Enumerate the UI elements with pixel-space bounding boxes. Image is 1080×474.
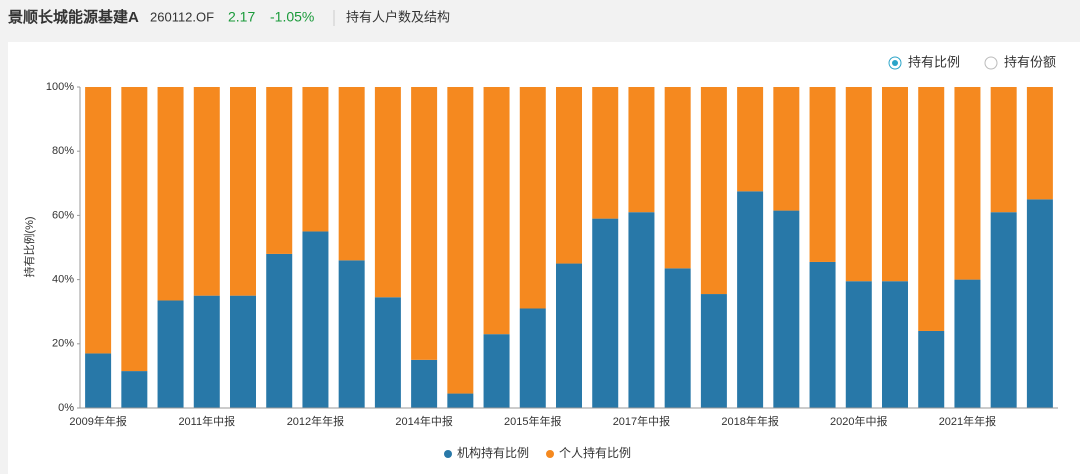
legend-label: 机构持有比例 xyxy=(457,445,529,460)
bar-segment xyxy=(266,87,293,254)
bar-segment xyxy=(302,231,329,408)
bar-segment xyxy=(121,371,148,408)
bar-segment xyxy=(773,87,800,211)
bar-segment xyxy=(700,87,727,295)
section-title: 持有人户数及结构 xyxy=(346,9,450,24)
bar-segment xyxy=(85,353,112,408)
y-tick-label: 100% xyxy=(46,81,74,93)
price: 2.17 xyxy=(228,9,255,25)
x-tick-label: 2015年年报 xyxy=(504,414,561,428)
fund-code: 260112.OF xyxy=(150,9,214,24)
bar-segment xyxy=(157,300,184,408)
bar-segment xyxy=(737,191,764,408)
y-tick-label: 20% xyxy=(52,338,74,350)
bar-segment xyxy=(483,87,510,335)
bar-segment xyxy=(483,334,510,408)
bar-segment xyxy=(882,87,908,282)
bar-segment xyxy=(121,87,148,372)
bar-segment xyxy=(700,294,727,408)
bar-segment xyxy=(918,330,945,408)
x-tick-label: 2011年中报 xyxy=(178,414,235,428)
bar-segment xyxy=(592,87,619,219)
bar-segment xyxy=(628,87,655,213)
x-tick-label: 2021年年报 xyxy=(939,414,996,428)
x-tick-label: 2017年中报 xyxy=(613,414,670,428)
bar-segment xyxy=(447,87,474,394)
bar-segment xyxy=(519,87,546,309)
bar-segment xyxy=(85,87,112,354)
legend-marker xyxy=(444,450,452,458)
bar-segment xyxy=(338,260,365,408)
bar-segment xyxy=(411,359,438,408)
bar-segment xyxy=(1026,87,1053,200)
bar-segment xyxy=(954,87,981,280)
bar-segment xyxy=(338,87,365,261)
bar-segment xyxy=(664,268,691,408)
bar-segment xyxy=(302,87,329,232)
y-tick-label: 40% xyxy=(52,274,74,286)
bar-segment xyxy=(845,87,872,282)
x-tick-label: 2012年年报 xyxy=(287,414,344,428)
y-tick-label: 0% xyxy=(58,402,74,414)
bar-segment xyxy=(882,281,908,408)
legend-marker xyxy=(546,450,555,458)
x-tick-label: 2009年年报 xyxy=(69,414,126,428)
radio-dot xyxy=(892,60,898,66)
change: -1.05% xyxy=(270,9,314,25)
bar-segment xyxy=(664,87,691,269)
x-tick-label: 2018年年报 xyxy=(721,414,778,428)
fund-name: 景顺长城能源基建A xyxy=(8,8,139,26)
bar-segment xyxy=(193,295,220,408)
radio-selected[interactable] xyxy=(888,56,902,70)
y-axis-title: 持有比例(%) xyxy=(22,216,36,277)
x-tick-label: 2014年中报 xyxy=(395,414,452,428)
bar-segment xyxy=(628,212,655,408)
bar-segment xyxy=(990,212,1017,408)
radio[interactable] xyxy=(984,56,998,70)
bar-segment xyxy=(193,87,220,296)
bar-segment xyxy=(737,87,764,192)
bar-segment xyxy=(230,87,256,296)
bar-segment xyxy=(990,87,1017,213)
bar-segment xyxy=(556,87,582,264)
toggle-option[interactable]: 持有份额 xyxy=(1004,54,1056,69)
bar-segment xyxy=(918,87,945,331)
y-tick-label: 60% xyxy=(52,209,74,221)
bar-segment xyxy=(266,253,293,408)
bar-segment xyxy=(954,279,981,408)
legend-label: 个人持有比例 xyxy=(559,445,631,460)
bar-segment xyxy=(592,218,619,408)
y-tick-label: 80% xyxy=(52,145,74,157)
bar-segment xyxy=(845,281,872,408)
toggle-option[interactable]: 持有比例 xyxy=(908,54,960,69)
x-tick-label: 2020年中报 xyxy=(830,414,887,428)
bar-segment xyxy=(773,210,800,408)
bar-segment xyxy=(809,261,836,408)
bar-segment xyxy=(519,308,546,408)
bar-segment xyxy=(374,297,401,408)
bar-segment xyxy=(1026,199,1053,408)
header-bar xyxy=(0,0,1080,36)
bar-segment xyxy=(411,87,438,360)
bar-segment xyxy=(809,87,836,262)
bar-segment xyxy=(157,87,184,301)
bar-segment xyxy=(230,295,256,408)
bar-segment xyxy=(556,263,582,408)
bar-segment xyxy=(447,393,474,408)
bar-segment xyxy=(374,87,401,298)
